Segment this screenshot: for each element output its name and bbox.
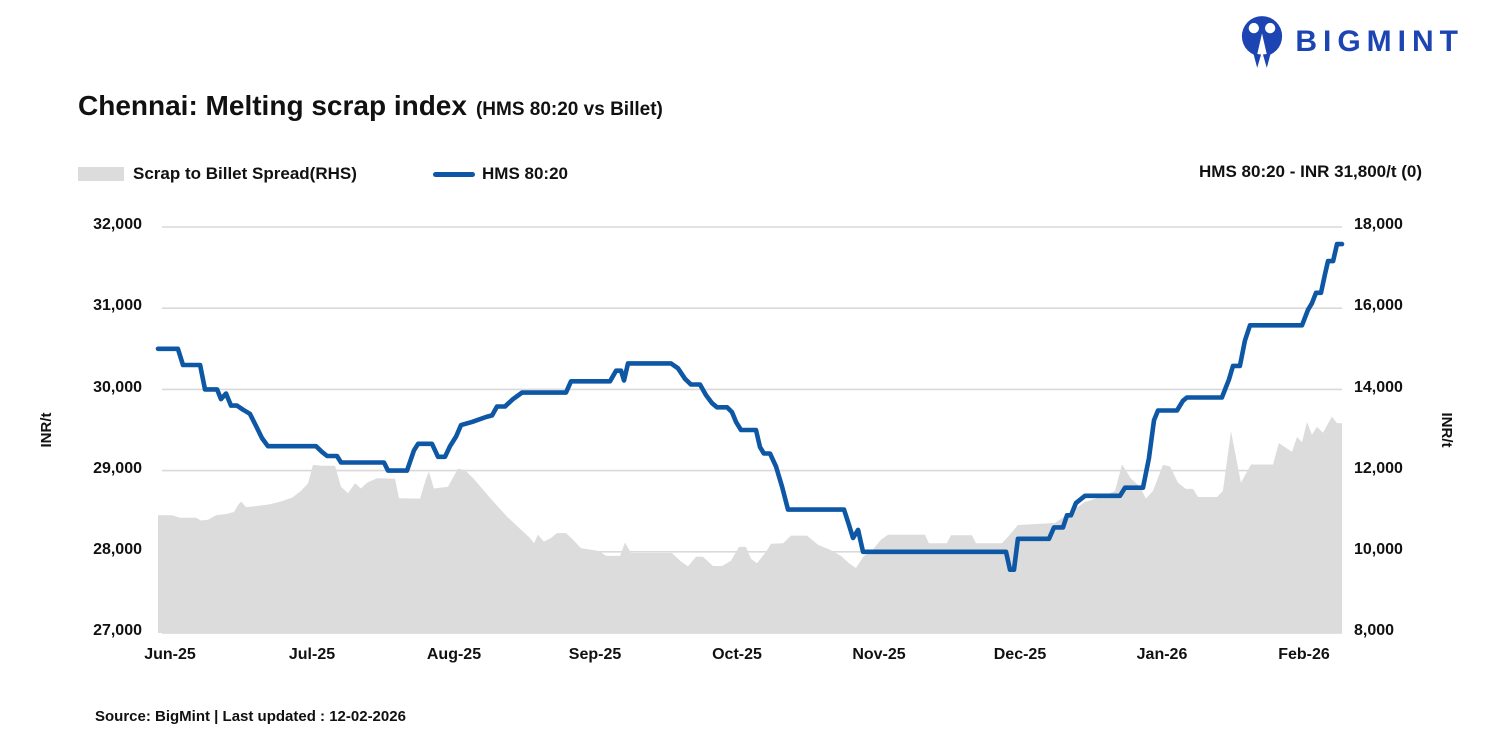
x-axis-tick: Nov-25	[852, 646, 906, 663]
left-axis-tick: 30,000	[93, 379, 142, 396]
right-axis-tick: 18,000	[1354, 216, 1403, 233]
current-value-annotation: HMS 80:20 - INR 31,800/t (0)	[1199, 162, 1422, 181]
x-axis-tick: Jul-25	[288, 646, 336, 663]
spread-area-swatch	[78, 167, 124, 181]
left-axis-unit-label: INR/t	[38, 412, 55, 448]
x-axis-tick: Jan-26	[1136, 646, 1188, 663]
legend-label-spread: Scrap to Billet Spread(RHS)	[133, 164, 357, 183]
left-axis-tick: 27,000	[93, 622, 142, 639]
right-axis-tick: 10,000	[1354, 541, 1403, 558]
right-axis-tick: 12,000	[1354, 460, 1403, 477]
hms-line-series	[155, 241, 1345, 572]
x-axis-tick: Dec-25	[993, 646, 1047, 663]
x-axis-tick: Feb-26	[1278, 646, 1330, 663]
left-axis-tick: 29,000	[93, 460, 142, 477]
x-axis-tick: Oct-25	[712, 646, 762, 663]
left-axis-tick: 31,000	[93, 297, 142, 314]
bigmint-logo: BIGMINT	[1239, 14, 1464, 70]
x-axis-tick: Aug-25	[426, 646, 482, 663]
bigmint-logo-icon	[1242, 16, 1283, 68]
source-note: Source: BigMint | Last updated : 12-02-2…	[95, 708, 406, 725]
legend-label-hms: HMS 80:20	[482, 164, 568, 183]
chart-title: Chennai: Melting scrap index (HMS 80:20 v…	[78, 90, 663, 122]
right-axis-tick: 8,000	[1354, 622, 1395, 639]
right-axis-unit-label: INR/t	[1438, 412, 1455, 448]
chart-title-sub: (HMS 80:20 vs Billet)	[475, 99, 663, 120]
bigmint-logo-text: BIGMINT	[1295, 25, 1464, 58]
x-axis-tick: Sep-25	[568, 646, 622, 663]
legend-item-spread: Scrap to Billet Spread(RHS)	[78, 163, 357, 185]
left-axis-tick: 32,000	[93, 216, 142, 233]
right-axis-tick: 16,000	[1354, 297, 1403, 314]
legend-item-hms: HMS 80:20	[433, 163, 568, 185]
left-axis-tick: 28,000	[93, 541, 142, 558]
chart-title-main: Chennai: Melting scrap index	[78, 90, 467, 121]
x-axis-tick: Jun-25	[144, 646, 196, 663]
hms-line-swatch	[433, 171, 475, 177]
right-axis-tick: 14,000	[1354, 379, 1403, 396]
spread-area-series	[158, 416, 1342, 633]
